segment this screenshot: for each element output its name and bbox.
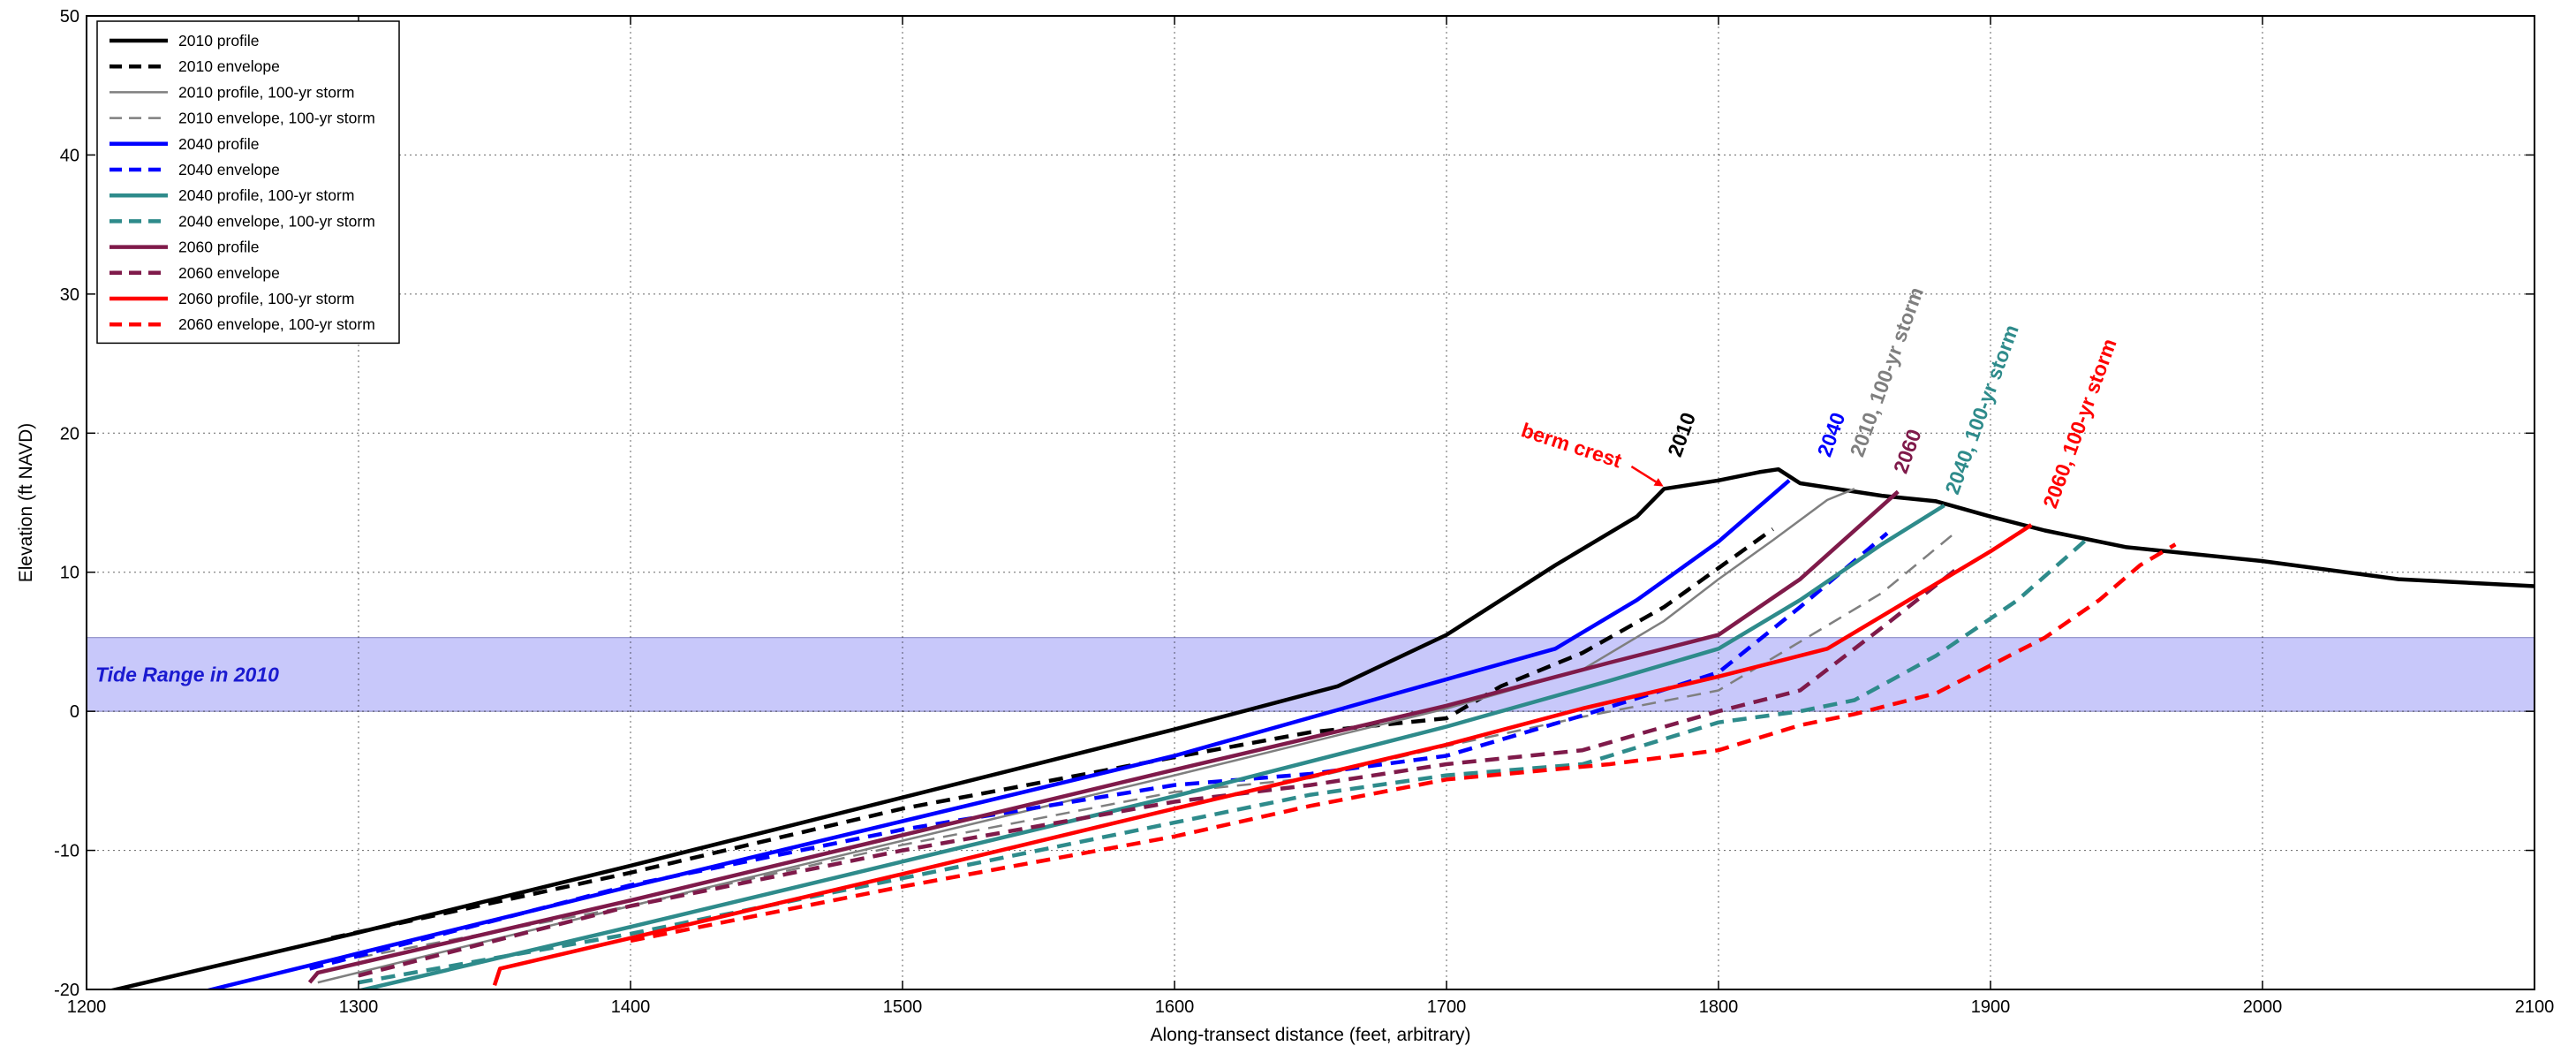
y-tick-label: 20 [60,424,79,443]
legend-entry-2040-profile: 2040 profile [178,135,259,153]
legend-entry-2010-envelope: 2010 envelope [178,57,280,75]
x-tick-label: 1500 [883,997,923,1017]
legend-entry-2060-profile: 2060 profile [178,239,259,256]
legend-entry-2040-envelope: 2040 envelope [178,161,280,178]
series-line-2010-profile [107,466,2534,989]
legend-entry-2010-profile: 2010 profile [178,32,259,49]
series-group [107,466,2534,989]
legend-box [96,20,400,345]
series-line-2040-envelope [309,531,1889,971]
curve-label-2060: 2060 [1889,426,1926,476]
berm-crest-arrowhead [1653,478,1664,487]
curve-label-2010: 2010 [1663,409,1700,459]
x-tick-label: 2000 [2243,997,2283,1017]
y-tick-label: 50 [60,7,79,27]
y-tick-label: 10 [60,564,79,583]
x-tick-label: 1300 [339,997,379,1017]
berm-crest-arrow [1630,466,1657,483]
y-tick-label: -20 [54,981,79,1000]
legend-entry-2060-envelope-100-yr-storm: 2060 envelope, 100-yr storm [178,315,375,333]
series-line-2060-profile [307,489,1900,984]
curve-label-2040: 2040 [1813,409,1850,459]
berm-crest-label: berm crest [1519,418,1625,472]
y-axis-label: Elevation (ft NAVD) [16,423,36,583]
x-tick-label: 1200 [67,997,107,1017]
x-axis-label: Along-transect distance (feet, arbitrary… [1151,1025,1471,1045]
y-tick-label: -10 [54,842,79,861]
legend-entry-2040-envelope-100-yr-storm: 2040 envelope, 100-yr storm [178,212,375,230]
tide-range-band [86,637,2535,712]
legend: 2010 profile 2010 envelope 2010 profile, 1… [96,20,400,345]
legend-entry-2060-profile-100-yr-storm: 2060 profile, 100-yr storm [178,290,354,307]
y-tick-label: 30 [60,285,79,305]
tide-range-label: Tide Range in 2010 [95,663,279,686]
series-line-2040-profile-100-yr-storm [358,504,1945,989]
legend-entry-2040-profile-100-yr-storm: 2040 profile, 100-yr storm [178,186,354,204]
x-tick-label: 1800 [1699,997,1739,1017]
curve-label-2060-100-yr-storm: 2060, 100-yr storm [2038,336,2121,512]
plot-frame [86,15,2535,990]
x-tick-label: 2100 [2515,997,2555,1017]
x-tick-label: 1700 [1427,997,1467,1017]
series-line-2040-envelope-100-yr-storm [358,538,2088,985]
legend-entry-2060-envelope: 2060 envelope [178,264,280,282]
y-tick-label: 0 [70,702,79,722]
y-tick-label: 40 [60,146,79,165]
berm-crest-annotation: berm crest [1519,418,1664,487]
series-line-2060-envelope-100-yr-storm [630,542,2177,944]
curve-label-2040-100-yr-storm: 2040, 100-yr storm [1940,322,2023,497]
grid [87,16,2534,989]
legend-entry-2010-profile-100-yr-storm: 2010 profile, 100-yr storm [178,83,354,101]
legend-entry-2010-envelope-100-yr-storm: 2010 envelope, 100-yr storm [178,110,375,127]
x-tick-label: 1900 [1971,997,2011,1017]
series-line-2010-envelope [330,527,1774,940]
series-line-2060-profile-100-yr-storm [492,523,2033,987]
x-tick-label: 1600 [1155,997,1195,1017]
x-tick-label: 1400 [611,997,651,1017]
series-line-2060-envelope [358,566,1960,978]
